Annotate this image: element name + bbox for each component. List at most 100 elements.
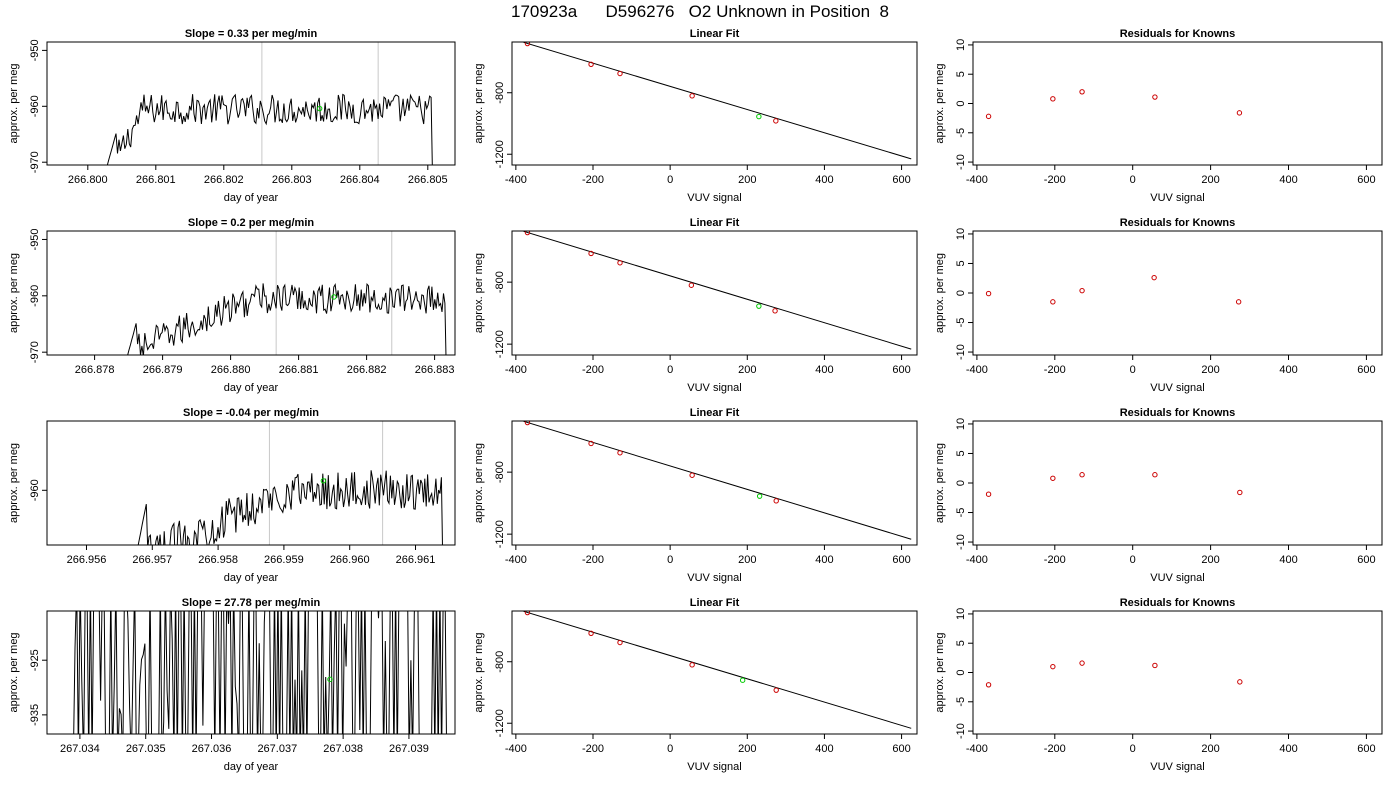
residual-point	[985, 290, 992, 297]
y-axis-label: approx. per meg	[473, 253, 485, 333]
panel-title: Slope = 0.33 per meg/min	[185, 28, 318, 40]
panel-title: Slope = -0.04 per meg/min	[183, 407, 319, 419]
x-axis-label: day of year	[224, 192, 279, 204]
x-tick-label: 600	[892, 174, 910, 186]
known-point	[588, 440, 594, 447]
data-trace	[106, 93, 433, 165]
unknown-point	[756, 493, 763, 499]
x-tick-label: -400	[505, 743, 527, 755]
y-tick-label: 10	[955, 418, 967, 430]
y-tick-label: 0	[955, 290, 967, 296]
panel-frame	[511, 230, 918, 356]
residual-point	[1079, 89, 1085, 95]
x-tick-label: -400	[966, 174, 988, 186]
y-axis-label: approx. per meg	[934, 632, 946, 712]
x-axis-label: VUV signal	[1150, 761, 1204, 773]
known-point	[689, 662, 695, 668]
x-axis-label: VUV signal	[1150, 572, 1204, 584]
x-tick-label: 0	[1130, 743, 1136, 755]
x-tick-label: -400	[966, 364, 988, 376]
plot-area	[137, 421, 443, 545]
x-axis-label: day of year	[224, 382, 279, 394]
panel-r3-c2: Linear Fit -400 -200 0 200 400 600 -1200 -800 VUV…	[473, 407, 918, 584]
y-axis-label: approx. per meg	[934, 253, 946, 333]
residual-point	[1050, 663, 1056, 670]
panel-frame	[972, 41, 1383, 166]
x-tick-label: 400	[815, 364, 833, 376]
panel-r3-c1: Slope = -0.04 per meg/min 266.956 266.957 2…	[8, 407, 456, 584]
panel-title: Linear Fit	[690, 597, 740, 609]
y-tick-label: -925	[29, 649, 41, 671]
known-point	[524, 421, 531, 426]
y-tick-label: 0	[955, 480, 967, 486]
panel-r1-c2: Linear Fit -400 -200 0 200 400 600 -1200 -800 VUV…	[473, 28, 918, 204]
unknown-point	[756, 113, 762, 120]
panel-frame	[46, 230, 456, 356]
y-tick-label: 10	[955, 39, 967, 51]
residual-point	[1050, 96, 1056, 102]
y-axis-label: approx. per meg	[8, 63, 20, 143]
x-tick-label: 200	[1201, 174, 1219, 186]
y-tick-label: -1200	[494, 520, 506, 548]
residual-point	[1152, 662, 1158, 669]
panel-title: Slope = 27.78 per meg/min	[182, 597, 321, 609]
y-axis-label: approx. per meg	[934, 63, 946, 143]
panel-r4-c3: Residuals for Knowns -400 -200 0 200 400 600 -1…	[934, 597, 1383, 773]
known-point	[772, 308, 778, 314]
residual-point	[1152, 94, 1158, 100]
y-tick-label: -950	[29, 39, 41, 61]
plot-area	[985, 274, 1242, 305]
x-tick-label: 600	[892, 554, 910, 566]
residual-point	[1079, 287, 1085, 294]
fit-line	[523, 611, 912, 729]
panel-r2-c1: Slope = 0.2 per meg/min 266.878 266.879 266…	[8, 217, 456, 394]
x-tick-label: 267.034	[60, 743, 100, 755]
known-point	[588, 630, 594, 636]
known-point	[773, 118, 779, 124]
plot-area	[523, 421, 912, 540]
y-tick-label: 5	[955, 450, 967, 456]
y-tick-label: -1200	[494, 330, 506, 358]
x-tick-label: 200	[738, 743, 756, 755]
plot-area	[523, 42, 912, 160]
x-tick-label: 266.883	[415, 364, 455, 376]
x-axis-label: VUV signal	[1150, 382, 1204, 394]
x-tick-label: 266.803	[272, 174, 312, 186]
known-point	[773, 498, 779, 504]
panel-title: Linear Fit	[690, 28, 740, 40]
x-tick-label: 266.956	[67, 554, 107, 566]
y-tick-label: -950	[29, 228, 41, 250]
x-tick-label: -400	[505, 174, 527, 186]
residual-point	[1050, 475, 1056, 481]
residual-point	[985, 491, 992, 497]
x-tick-label: 400	[1279, 174, 1297, 186]
residual-point	[1152, 472, 1158, 478]
plot-area	[985, 89, 1243, 120]
known-point	[617, 450, 623, 456]
x-tick-label: 0	[1130, 554, 1136, 566]
unknown-point	[756, 303, 762, 309]
x-axis-label: day of year	[224, 572, 279, 584]
plot-area	[106, 42, 433, 165]
y-tick-label: -5	[955, 128, 967, 138]
known-point	[617, 260, 623, 266]
fit-line	[523, 42, 912, 160]
x-tick-label: 400	[1279, 743, 1297, 755]
highlight-point	[316, 105, 323, 112]
panel-r4-c1: Slope = 27.78 per meg/min 267.034 267.035 2…	[8, 597, 456, 773]
panel-frame	[511, 610, 918, 735]
x-tick-label: 266.957	[132, 554, 172, 566]
fit-line	[523, 231, 912, 350]
x-tick-label: 600	[1357, 743, 1375, 755]
known-point	[588, 61, 594, 67]
x-tick-label: 266.959	[264, 554, 304, 566]
plot-area	[523, 611, 912, 729]
y-tick-label: 5	[955, 640, 967, 646]
y-tick-label: -10	[955, 154, 967, 170]
residual-point	[1050, 299, 1056, 305]
x-axis-label: VUV signal	[1150, 192, 1204, 204]
x-tick-label: -200	[582, 743, 604, 755]
x-tick-label: 266.881	[279, 364, 319, 376]
x-tick-label: 267.039	[389, 743, 429, 755]
x-tick-label: 266.960	[330, 554, 370, 566]
